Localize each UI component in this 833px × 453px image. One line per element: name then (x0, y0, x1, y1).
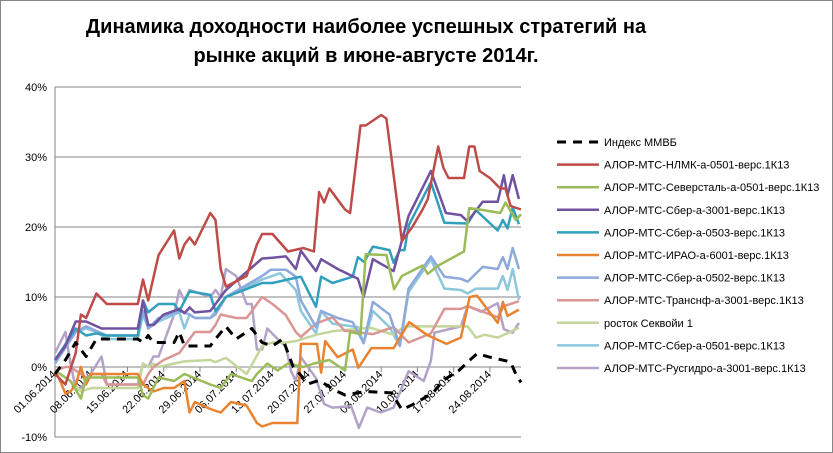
legend-label: АЛОР-МТС-Сбер-а-0502-верс.1К13 (604, 273, 785, 285)
legend-label: АЛОР-МТС-Северсталь-а-0501-верс.1К13 (604, 182, 819, 194)
series-line (53, 180, 521, 361)
legend-label: АЛОР-МТС-Сбер-а-0501-верс.1К13 (604, 340, 785, 352)
chart-title: Динамика доходности наиболее успешных ст… (61, 13, 671, 71)
series-line (54, 113, 522, 386)
y-tick-label: 40% (25, 82, 47, 94)
legend-label: АЛОР-МТС-Транснф-а-3001-верс.1К13 (604, 295, 804, 307)
y-tick-label: -10% (21, 432, 47, 444)
legend-label: АЛОР-МТС-Русгидро-а-3001-верс.1К13 (604, 363, 806, 375)
series-line (53, 324, 523, 412)
y-tick-label: 30% (25, 152, 47, 164)
legend-label: АЛОР-МТС-Сбер-а-0503-верс.1К13 (604, 227, 785, 239)
y-tick-label: 20% (25, 222, 47, 234)
series-line (53, 294, 520, 428)
y-tick-label: 10% (25, 292, 47, 304)
legend-label: Индекс ММВБ (604, 137, 677, 149)
chart-title-line-2: рынке акций в июне-августе 2014г. (193, 45, 539, 67)
legend-label: росток Секвойи 1 (604, 318, 693, 330)
series-line (54, 325, 520, 393)
series-line (54, 201, 522, 400)
legend-label: АЛОР-МТС-НЛМК-а-0501-верс.1К13 (604, 160, 789, 172)
series-line (54, 295, 520, 386)
series-line (53, 169, 521, 361)
legend-label: АЛОР-МТС-Сбер-а-3001-верс.1К13 (604, 205, 785, 217)
chart-title-line-1: Динамика доходности наиболее успешных ст… (85, 16, 647, 38)
y-tick-label: 0% (31, 362, 47, 374)
legend-label: АЛОР-МТС-ИРАО-а-6001-верс.1К13 (604, 250, 789, 262)
series-line (53, 246, 521, 365)
